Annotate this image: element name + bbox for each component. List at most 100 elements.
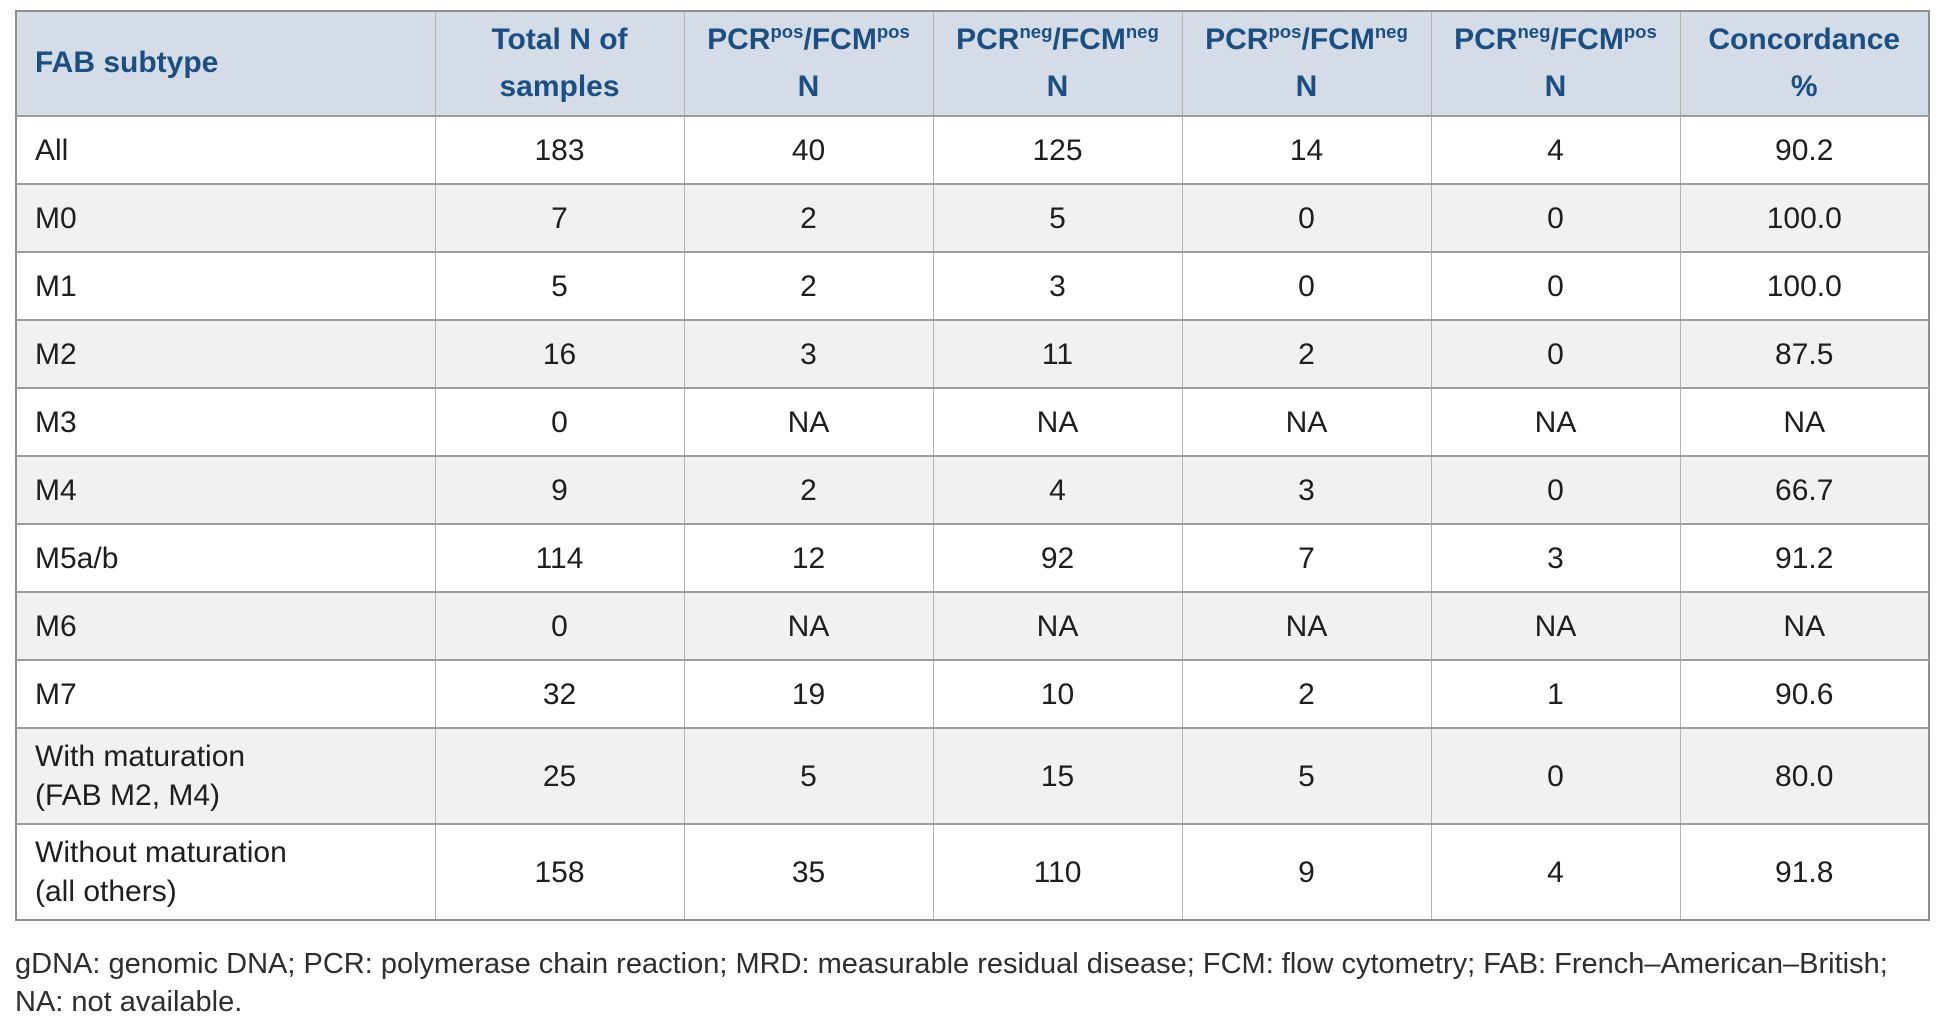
value-cell: 5: [1181, 728, 1431, 824]
value-cell: 9: [434, 456, 684, 524]
row-label-cell: M7: [35, 677, 77, 711]
table-row: M5a/b 114 12 92 7 3 91.2: [16, 524, 1929, 592]
row-label-cell: With maturation (FAB M2, M4): [35, 740, 246, 812]
row-label-cell: M3: [35, 405, 77, 439]
value-cell: 10: [932, 660, 1182, 728]
table-row: With maturation (FAB M2, M4) 25 5 15 5 0 80.0: [16, 728, 1929, 824]
header-row: FAB subtype Total N of samples PCRpos/FCMpo…: [16, 11, 1929, 116]
row-label-cell: M6: [35, 609, 77, 643]
row-label-cell: M2: [35, 337, 77, 371]
value-cell: 114: [434, 524, 684, 592]
column-header-pcrpos-fcmpos: PCRpos/FCMpos N: [683, 11, 933, 116]
value-cell: 40: [683, 116, 933, 184]
value-cell: 2: [683, 456, 933, 524]
value-cell: 91.8: [1679, 824, 1929, 920]
value-cell: 92: [932, 524, 1182, 592]
table-row: M6 0 NA NA NA NA NA: [16, 592, 1929, 660]
value-cell: 5: [434, 252, 684, 320]
value-cell: NA: [1181, 388, 1431, 456]
value-cell: 5: [683, 728, 933, 824]
value-cell: 66.7: [1679, 456, 1929, 524]
value-cell: NA: [683, 592, 933, 660]
concordance-table: FAB subtype Total N of samples PCRpos/FCMpo…: [15, 10, 1930, 921]
value-cell: 9: [1181, 824, 1431, 920]
value-cell: 100.0: [1679, 184, 1929, 252]
value-cell: 1: [1430, 660, 1680, 728]
value-cell: NA: [1679, 388, 1929, 456]
row-label-cell: M5a/b: [35, 541, 119, 575]
value-cell: 2: [1181, 660, 1431, 728]
value-cell: 32: [434, 660, 684, 728]
value-cell: 4: [932, 456, 1182, 524]
value-cell: 110: [932, 824, 1182, 920]
value-cell: 3: [1181, 456, 1431, 524]
row-label-cell: M0: [35, 201, 77, 235]
column-header-pcrneg-fcmpos: PCRneg/FCMpos N: [1430, 11, 1680, 116]
table-header: FAB subtype Total N of samples PCRpos/FCMpo…: [16, 11, 1929, 116]
table-row: M1 5 2 3 0 0 100.0: [16, 252, 1929, 320]
footnote-line: NA: not available.: [15, 986, 243, 1019]
table-row: Without maturation (all others) 158 35 110 9 4…: [16, 824, 1929, 920]
row-label-cell: Without maturation (all others): [35, 836, 287, 908]
value-cell: NA: [1679, 592, 1929, 660]
value-cell: 0: [1181, 252, 1431, 320]
value-cell: 3: [1430, 524, 1680, 592]
row-label-cell: M4: [35, 473, 77, 507]
row-label-cell: All: [35, 133, 69, 167]
value-cell: NA: [1430, 592, 1680, 660]
value-cell: 15: [932, 728, 1182, 824]
footnote-line: gDNA: genomic DNA; PCR: polymerase chain…: [15, 948, 1888, 980]
value-cell: 90.6: [1679, 660, 1929, 728]
table-row: M3 0 NA NA NA NA NA: [16, 388, 1929, 456]
value-cell: 2: [683, 184, 933, 252]
table-row: M2 16 3 11 2 0 87.5: [16, 320, 1929, 388]
column-header-pcrneg-fcmneg: PCRneg/FCMneg N: [932, 11, 1182, 116]
table-row: M4 9 2 4 3 0 66.7: [16, 456, 1929, 524]
column-header-fab-subtype: FAB subtype: [35, 46, 219, 80]
value-cell: 14: [1181, 116, 1431, 184]
value-cell: NA: [683, 388, 933, 456]
value-cell: 0: [1430, 184, 1680, 252]
column-header-concordance: Concordance%: [1679, 11, 1929, 116]
value-cell: 0: [1430, 252, 1680, 320]
row-label-cell: M1: [35, 269, 77, 303]
value-cell: 2: [1181, 320, 1431, 388]
value-cell: 158: [434, 824, 684, 920]
value-cell: 19: [683, 660, 933, 728]
value-cell: 90.2: [1679, 116, 1929, 184]
column-header-total-n: Total N of samples: [434, 11, 684, 116]
value-cell: 0: [434, 592, 684, 660]
value-cell: 125: [932, 116, 1182, 184]
table-body: All 183 40 125 14 4 90.2 M0 7 2 5 0 0 100.0 M1 5 2 3 0 0 100…: [16, 116, 1929, 920]
value-cell: 87.5: [1679, 320, 1929, 388]
value-cell: 0: [1430, 728, 1680, 824]
value-cell: 100.0: [1679, 252, 1929, 320]
footnote: gDNA: genomic DNA; PCR: polymerase chain…: [15, 945, 1928, 1022]
value-cell: 11: [932, 320, 1182, 388]
column-header-pcrpos-fcmneg: PCRpos/FCMneg N: [1181, 11, 1431, 116]
value-cell: 5: [932, 184, 1182, 252]
value-cell: 3: [683, 320, 933, 388]
value-cell: 35: [683, 824, 933, 920]
table-row: M7 32 19 10 2 1 90.6: [16, 660, 1929, 728]
value-cell: 3: [932, 252, 1182, 320]
value-cell: 16: [434, 320, 684, 388]
value-cell: 183: [434, 116, 684, 184]
value-cell: 12: [683, 524, 933, 592]
value-cell: NA: [932, 592, 1182, 660]
value-cell: 25: [434, 728, 684, 824]
value-cell: 4: [1430, 116, 1680, 184]
value-cell: 91.2: [1679, 524, 1929, 592]
value-cell: NA: [1430, 388, 1680, 456]
value-cell: NA: [932, 388, 1182, 456]
table-row: M0 7 2 5 0 0 100.0: [16, 184, 1929, 252]
value-cell: 4: [1430, 824, 1680, 920]
value-cell: 7: [434, 184, 684, 252]
value-cell: 0: [434, 388, 684, 456]
value-cell: 80.0: [1679, 728, 1929, 824]
value-cell: NA: [1181, 592, 1431, 660]
table-row: All 183 40 125 14 4 90.2: [16, 116, 1929, 184]
value-cell: 2: [683, 252, 933, 320]
value-cell: 7: [1181, 524, 1431, 592]
